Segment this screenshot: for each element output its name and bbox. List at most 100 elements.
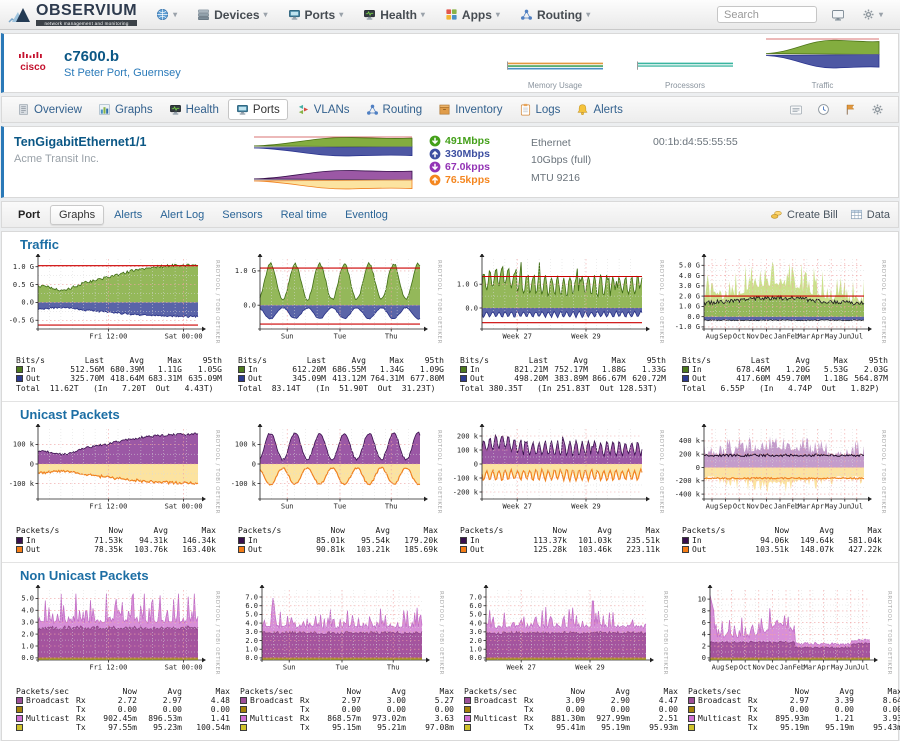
port-tab-alerts[interactable]: Alerts — [106, 206, 150, 224]
brand-name: OBSERVIUM — [36, 3, 137, 19]
port-tab-alert-log[interactable]: Alert Log — [152, 206, 212, 224]
list-icon[interactable] — [783, 103, 809, 117]
svg-text:RRDTOOL / TOBI OETIKER: RRDTOOL / TOBI OETIKER — [214, 260, 220, 344]
svg-text:RRDTOOL / TOBI OETIKER: RRDTOOL / TOBI OETIKER — [880, 260, 886, 344]
alerts-icon — [576, 103, 589, 116]
graph-legend: Packets/secNowAvgMaxBroadcastRx2.973.398… — [688, 687, 900, 733]
graph-unicast-packets-day[interactable]: 100 k0-100 kFri 12:00Sat 00:00RRDTOOL / … — [8, 424, 228, 553]
svg-text:cisco: cisco — [20, 62, 46, 73]
graph-traffic-year[interactable]: 5.0 G4.0 G3.0 G2.0 G1.0 G0.0-1.0 GAugSep… — [674, 254, 894, 393]
minigraph-processors[interactable]: Processors — [635, 51, 735, 90]
graph-traffic-month[interactable]: 1.0 G0.0Week 27Week 29RRDTOOL / TOBI OET… — [452, 254, 672, 393]
legend-header: Packets/secNowAvgMax — [464, 687, 678, 696]
rrd-graph-image: 1.0 G0.5 G0.0-0.5 GFri 12:00Sat 00:00RRD… — [8, 254, 228, 356]
graph-traffic-week[interactable]: 1.0 G0.0SunTueThuRRDTOOL / TOBI OETIKERB… — [230, 254, 450, 393]
graph-non-unicast-packets-month[interactable]: 7.06.05.04.03.02.01.00.0Week 27Week 29RR… — [456, 585, 678, 733]
menu-health[interactable]: Health▾ — [354, 4, 434, 26]
legend-swatch — [16, 715, 23, 722]
port-tabs-bar: PortGraphsAlertsAlert LogSensorsReal tim… — [1, 201, 899, 228]
svg-text:2: 2 — [702, 642, 706, 650]
traffic-graph-image — [765, 37, 880, 80]
menu-devices[interactable]: Devices▾ — [188, 4, 276, 26]
port-name[interactable]: TenGigabitEthernet1/1 — [14, 135, 239, 149]
settings-menu[interactable]: ▾ — [853, 4, 892, 25]
legend-header: Packets/sNowAvgMax — [16, 526, 228, 535]
graph-unicast-packets-week[interactable]: 100 k0-100 kSunTueThuRRDTOOL / TOBI OETI… — [230, 424, 450, 553]
menu-ports[interactable]: Ports▾ — [279, 4, 353, 26]
graph-legend: Bits/sLastAvgMax95thIn678.46M1.20G5.53G2… — [682, 356, 894, 393]
svg-text:Mar: Mar — [798, 333, 811, 341]
port-rate-0: 491Mbps — [429, 135, 517, 147]
legend-swatch — [240, 697, 247, 704]
gear-icon[interactable] — [865, 103, 890, 116]
svg-text:Jul: Jul — [850, 503, 863, 511]
clock-icon[interactable] — [811, 103, 836, 116]
menu-routing[interactable]: Routing▾ — [511, 4, 599, 26]
graph-non-unicast-packets-year[interactable]: 1086420AugSepOctNovDecJanFebMarAprMayJun… — [680, 585, 900, 733]
graph-non-unicast-packets-week[interactable]: 7.06.05.04.03.02.01.00.0SunTueThuRRDTOOL… — [232, 585, 454, 733]
data-button[interactable]: Data — [850, 208, 890, 221]
tab-overview[interactable]: Overview — [10, 100, 89, 119]
svg-text:5.0 G: 5.0 G — [679, 262, 700, 270]
svg-text:RRDTOOL / TOBI OETIKER: RRDTOOL / TOBI OETIKER — [658, 260, 664, 344]
port-tab-port[interactable]: Port — [10, 206, 48, 224]
port-description: Acme Transit Inc. — [14, 153, 99, 165]
map-flag-icon[interactable] — [838, 103, 863, 116]
tab-label: Inventory — [455, 104, 502, 116]
svg-text:3.0 G: 3.0 G — [679, 282, 700, 290]
svg-text:0.0: 0.0 — [465, 304, 478, 312]
svg-text:Nov: Nov — [746, 503, 759, 511]
device-hostname[interactable]: c7600.b — [64, 48, 505, 65]
svg-text:Thu: Thu — [387, 663, 400, 671]
graph-non-unicast-packets-day[interactable]: 5.04.03.02.01.00.0Fri 12:00Sat 00:00RRDT… — [8, 585, 230, 733]
rrd-graph-image: 200 k100 k0-100 k-200 kWeek 27Week 29RRD… — [452, 424, 672, 526]
tab-alerts[interactable]: Alerts — [569, 100, 629, 119]
svg-text:1.0: 1.0 — [21, 642, 34, 650]
svg-text:3.0: 3.0 — [469, 628, 482, 636]
globe-menu[interactable]: ▾ — [147, 4, 186, 25]
create-bill-button[interactable]: Create Bill — [770, 208, 838, 221]
chevron-down-icon: ▾ — [586, 10, 590, 19]
svg-text:3.0: 3.0 — [21, 618, 34, 626]
graph-legend: Packets/secNowAvgMaxBroadcastRx2.973.005… — [240, 687, 454, 733]
port-tab-real-time[interactable]: Real time — [273, 206, 335, 224]
port-prop-0: Ethernet — [531, 135, 639, 152]
minigraph-traffic[interactable]: Traffic — [765, 37, 880, 90]
svg-text:0: 0 — [474, 461, 478, 469]
chevron-down-icon: ▾ — [879, 10, 883, 19]
tab-health[interactable]: Health — [162, 100, 226, 119]
svg-text:7.0: 7.0 — [245, 593, 258, 601]
device-location[interactable]: St Peter Port, Guernsey — [64, 67, 505, 79]
search-input[interactable] — [717, 6, 817, 23]
observium-logo[interactable]: OBSERVIUM network management and monitor… — [8, 3, 137, 26]
graph-legend: Packets/sNowAvgMaxIn71.53k94.31k146.34kO… — [16, 526, 228, 553]
tab-routing[interactable]: Routing — [359, 100, 430, 119]
svg-text:Sun: Sun — [281, 503, 294, 511]
graph-traffic-day[interactable]: 1.0 G0.5 G0.0-0.5 GFri 12:00Sat 00:00RRD… — [8, 254, 228, 393]
tab-ports[interactable]: Ports — [228, 99, 288, 120]
legend-swatch — [688, 697, 695, 704]
legend-swatch — [460, 546, 467, 553]
section-title-non-unicast-packets: Non Unicast Packets — [20, 568, 894, 583]
tab-logs[interactable]: Logs — [512, 100, 568, 119]
port-tab-sensors[interactable]: Sensors — [214, 206, 270, 224]
svg-text:6.0: 6.0 — [245, 602, 258, 610]
graph-unicast-packets-month[interactable]: 200 k100 k0-100 k-200 kWeek 27Week 29RRD… — [452, 424, 672, 553]
graph-legend: Bits/sLastAvgMax95thIn512.56M680.39M1.11… — [16, 356, 228, 393]
graph-unicast-packets-year[interactable]: 400 k200 k0-200 k-400 kAugSepOctNovDecJa… — [674, 424, 894, 553]
display-icon[interactable] — [825, 8, 851, 22]
legend-total: Total 380.35T (In 251.83T Out 128.53T) — [460, 384, 672, 393]
device-tabs-bar: OverviewGraphsHealthPortsVLANsRouting Inv… — [1, 96, 899, 123]
svg-text:-100 k: -100 k — [453, 475, 479, 483]
menu-apps[interactable]: Apps▾ — [436, 4, 509, 26]
tab-vlans[interactable]: VLANs — [290, 100, 357, 119]
minigraph-memory[interactable]: Memory Usage — [505, 51, 605, 90]
port-tab-eventlog[interactable]: Eventlog — [337, 206, 396, 224]
tab-inventory[interactable]: Inventory — [431, 100, 509, 119]
legend-row-in: In612.20M686.55M1.34G1.09G — [238, 365, 450, 374]
tab-graphs[interactable]: Graphs — [91, 100, 160, 119]
svg-text:2.0: 2.0 — [469, 637, 482, 645]
svg-text:5.0: 5.0 — [245, 610, 258, 618]
port-minigraphs[interactable] — [253, 135, 415, 189]
port-tab-graphs[interactable]: Graphs — [50, 205, 104, 225]
